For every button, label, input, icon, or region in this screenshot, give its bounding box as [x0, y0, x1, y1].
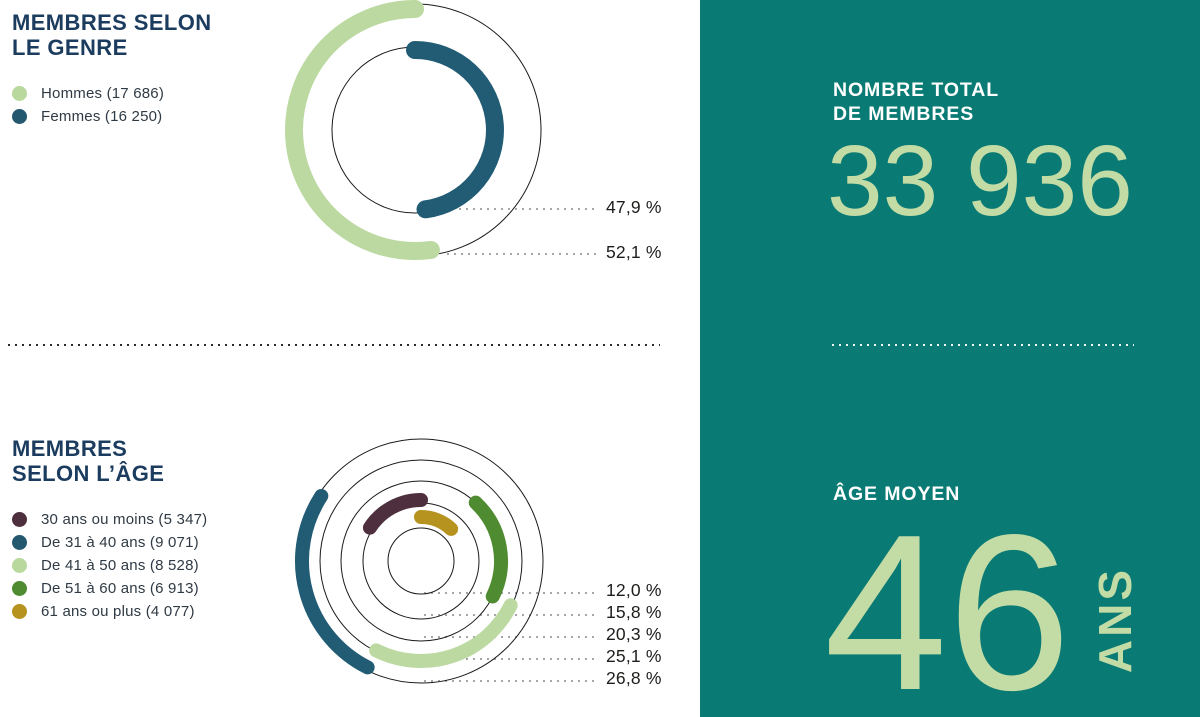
legend-label: De 51 à 60 ans (6 913) [41, 580, 199, 597]
legend-row: Hommes (17 686) [12, 82, 164, 105]
legend-label: Femmes (16 250) [41, 108, 163, 125]
gender-section-title: MEMBRES SELON LE GENRE [12, 10, 212, 60]
stats-panel: NOMBRE TOTAL DE MEMBRES 33 936 ÂGE MOYEN… [700, 0, 1200, 717]
age-61-dot [12, 604, 27, 619]
pct-label-hommes: 52,1 % [606, 242, 662, 262]
leader-line [424, 592, 598, 594]
section-divider [8, 344, 660, 346]
age-legend: 30 ans ou moins (5 347) De 31 à 40 ans (… [12, 508, 207, 623]
average-age-value: 46 [824, 489, 1071, 717]
legend-label: De 31 à 40 ans (9 071) [41, 534, 199, 551]
segment-arc-de-51-60-ans [468, 495, 508, 604]
ring-circle [387, 527, 455, 595]
legend-label: 61 ans ou plus (4 077) [41, 603, 195, 620]
pct-label-30moins: 15,8 % [606, 602, 662, 622]
leader-line [424, 680, 598, 682]
average-age-unit: ANS [1089, 566, 1141, 674]
legend-label: De 41 à 50 ans (8 528) [41, 557, 199, 574]
legend-row: De 51 à 60 ans (6 913) [12, 577, 207, 600]
total-members-label: NOMBRE TOTAL DE MEMBRES [833, 78, 999, 126]
total-members-value: 33 936 [827, 125, 1133, 237]
gender-donut-chart [285, 0, 542, 260]
age-51-60-dot [12, 581, 27, 596]
hommes-dot [12, 86, 27, 101]
panel-divider [832, 344, 1134, 346]
segment-arc-de-31-40-ans [295, 488, 375, 675]
total-label-line2: DE MEMBRES [833, 103, 975, 125]
legend-label: 30 ans ou moins (5 347) [41, 511, 208, 528]
segment-arc-61-ans-ou-plus [414, 510, 459, 536]
segment-arc-30-ans-ou-moins [362, 493, 428, 535]
leader-line [445, 208, 597, 210]
pct-label-femmes: 47,9 % [606, 197, 662, 217]
gender-title-line1: MEMBRES SELON [12, 10, 212, 35]
age-donut-chart [295, 438, 544, 684]
pct-label-51-60: 20,3 % [606, 624, 662, 644]
segment-arc-hommes [285, 0, 440, 260]
gender-legend: Hommes (17 686) Femmes (16 250) [12, 82, 164, 128]
pct-label-41-50: 25,1 % [606, 646, 662, 666]
segment-arc-femmes [406, 41, 504, 219]
age-title-line1: MEMBRES [12, 436, 128, 461]
pct-label-61plus: 12,0 % [606, 580, 662, 600]
age-section-title: MEMBRES SELON L’ÂGE [12, 436, 164, 486]
leader-line [424, 636, 598, 638]
legend-row: De 31 à 40 ans (9 071) [12, 531, 207, 554]
legend-row: 30 ans ou moins (5 347) [12, 508, 207, 531]
legend-row: De 41 à 50 ans (8 528) [12, 554, 207, 577]
leader-line [447, 253, 597, 255]
legend-label: Hommes (17 686) [41, 85, 165, 102]
total-label-line1: NOMBRE TOTAL [833, 79, 1000, 101]
legend-row: Femmes (16 250) [12, 105, 164, 128]
segment-arc-de-41-50-ans [369, 598, 518, 668]
legend-row: 61 ans ou plus (4 077) [12, 600, 207, 623]
age-30-dot [12, 512, 27, 527]
age-title-line2: SELON L’ÂGE [12, 461, 165, 486]
pct-label-31-40: 26,8 % [606, 668, 662, 688]
leader-line [424, 658, 598, 660]
age-41-50-dot [12, 558, 27, 573]
gender-title-line2: LE GENRE [12, 35, 128, 60]
age-31-40-dot [12, 535, 27, 550]
average-age-label: ÂGE MOYEN [833, 483, 961, 505]
femmes-dot [12, 109, 27, 124]
